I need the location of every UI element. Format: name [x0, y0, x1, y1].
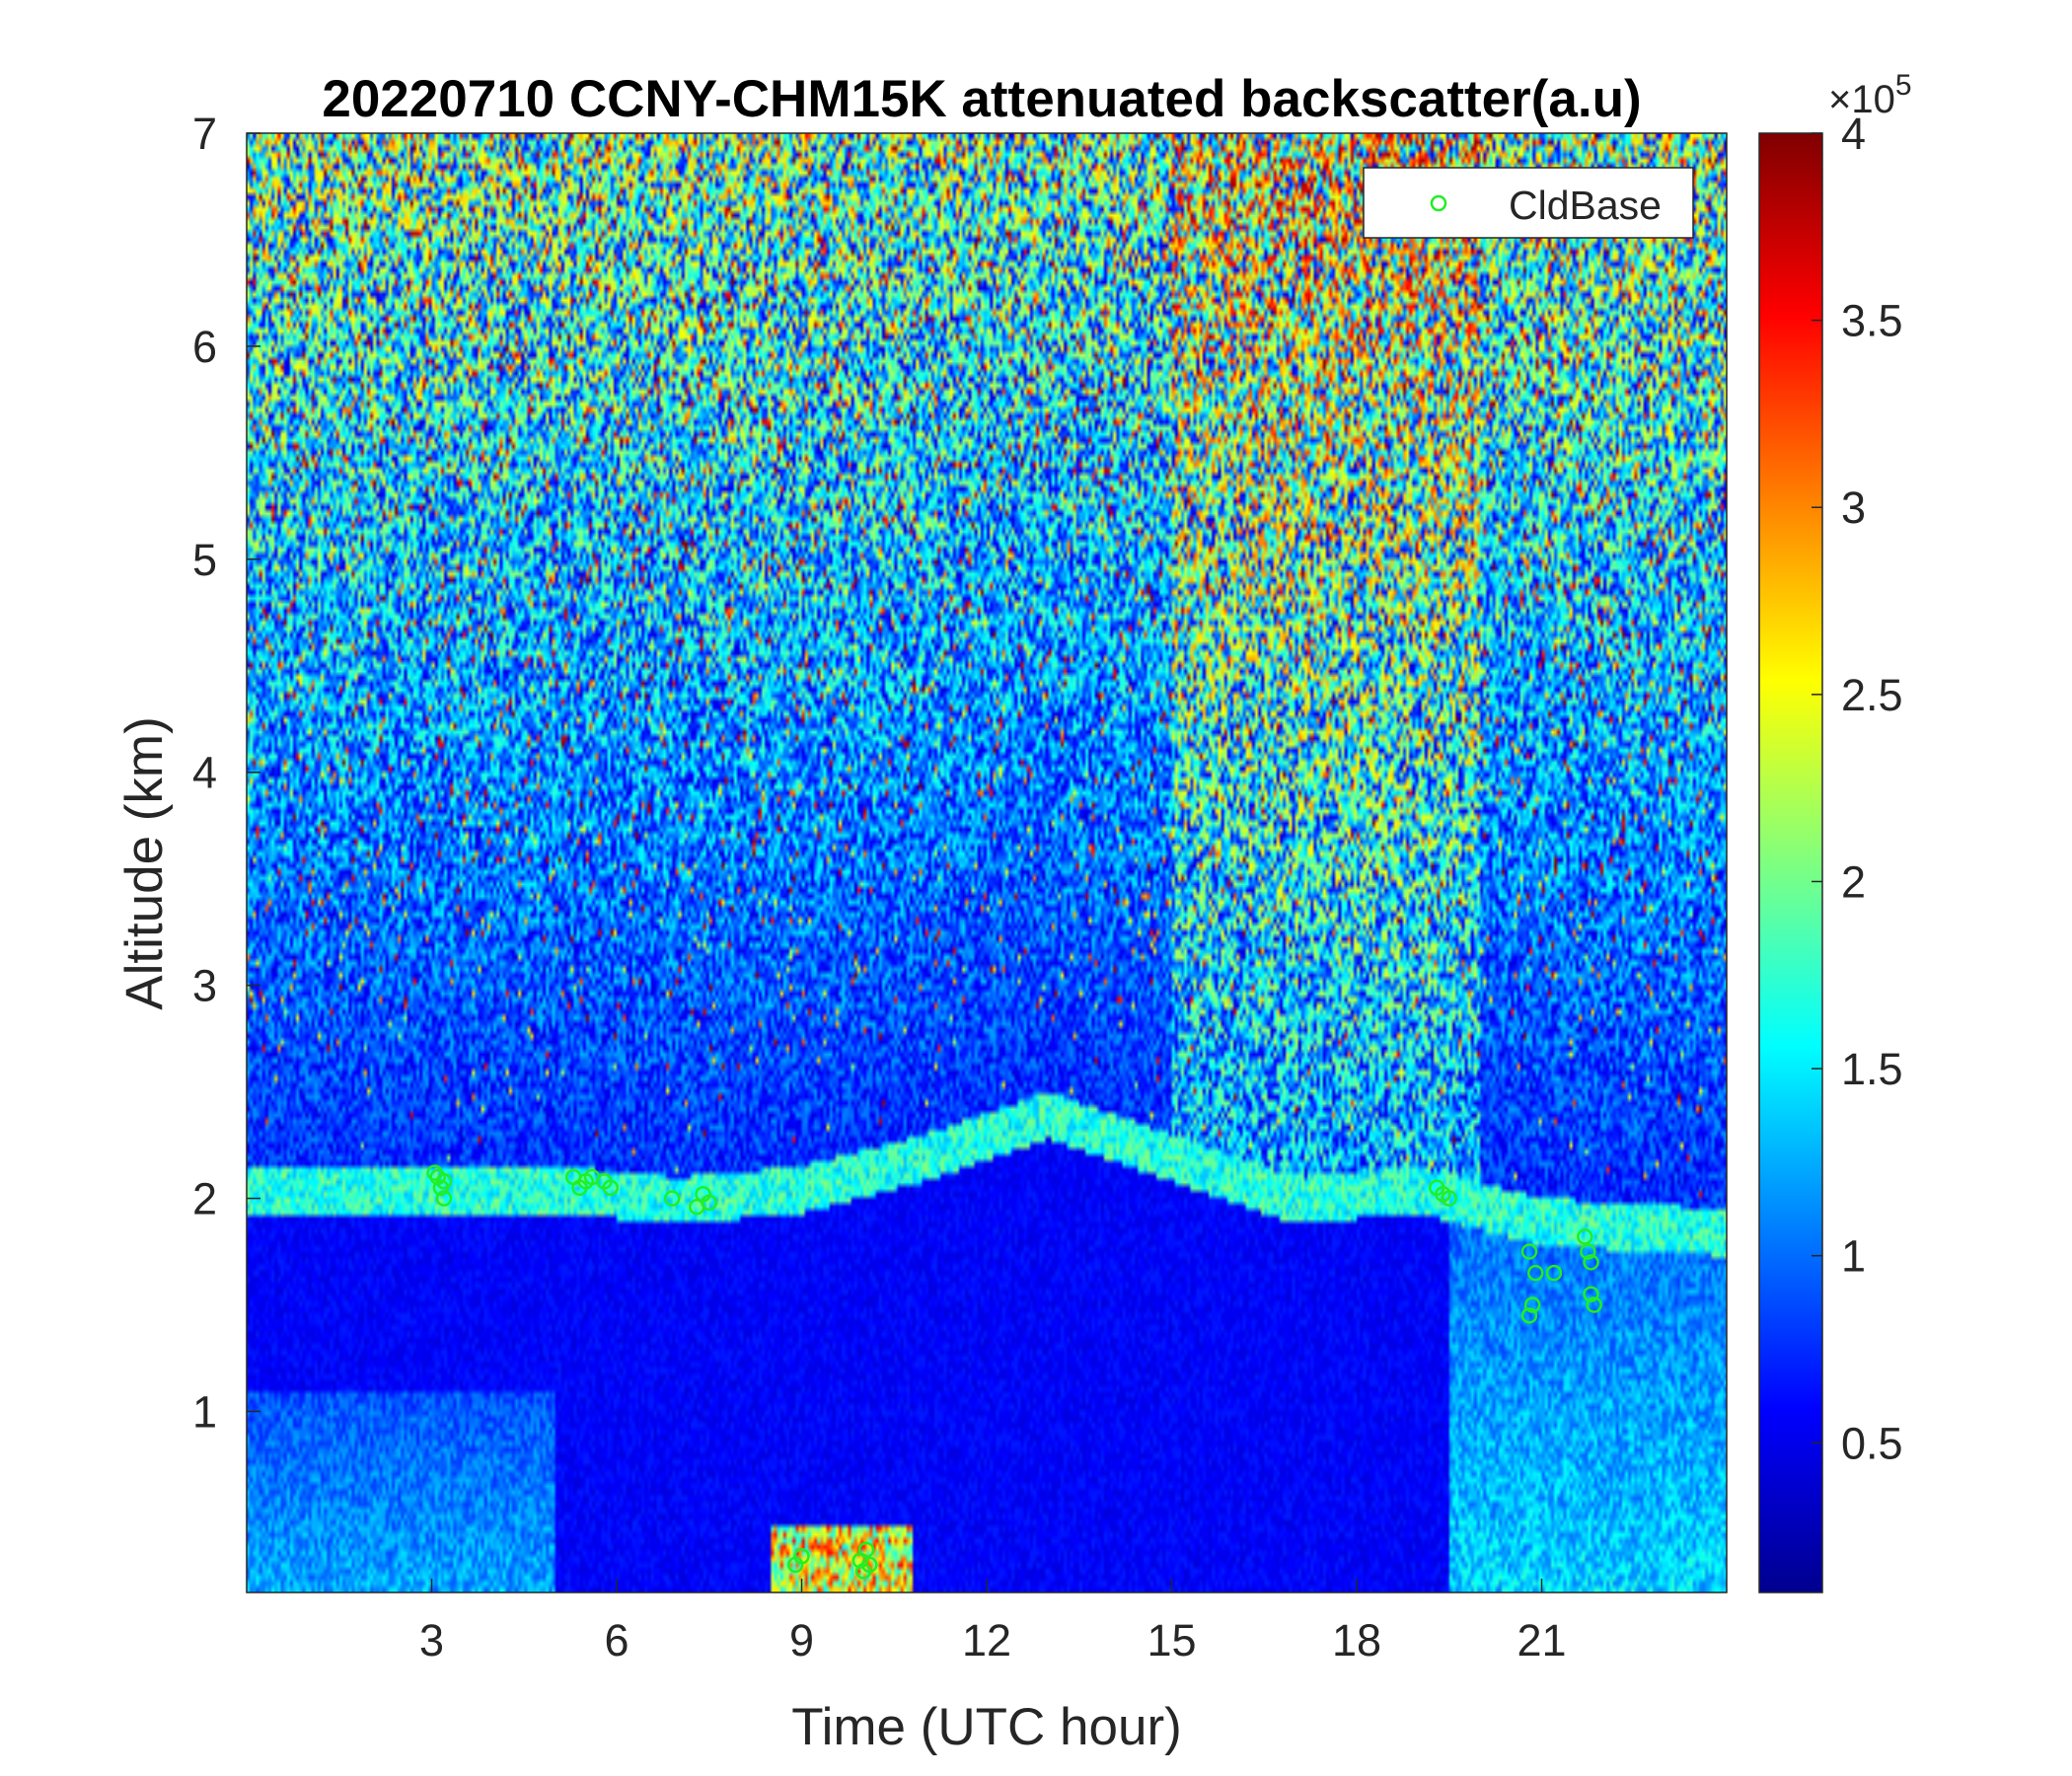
legend-label-cldbase: CldBase — [1509, 183, 1662, 228]
cldbase-series — [426, 1164, 1602, 1580]
cldbase-point — [664, 1190, 681, 1207]
cldbase-point — [854, 1563, 872, 1580]
cldbase-point — [1527, 1264, 1544, 1282]
chart-title: 20220710 CCNY-CHM15K attenuated backscat… — [322, 70, 1641, 128]
legend: CldBase — [1363, 167, 1694, 239]
colorbar-tick-label: 4 — [1841, 109, 1866, 159]
y-tick-label: 3 — [192, 961, 217, 1011]
legend-box — [1363, 167, 1694, 239]
colorbar-tick-label: 2 — [1841, 856, 1866, 907]
y-tick-label: 7 — [192, 109, 217, 159]
y-tick-label: 1 — [192, 1386, 217, 1437]
cldbase-point — [1545, 1264, 1563, 1282]
cldbase-point — [1520, 1307, 1538, 1324]
y-tick-label: 4 — [192, 748, 217, 798]
colorbar-tick-label: 3 — [1841, 482, 1866, 533]
backscatter-heatmap — [247, 133, 1727, 1592]
cldbase-point — [689, 1198, 705, 1216]
y-axis-label: Altitude (km) — [115, 716, 174, 1009]
cldbase-point — [1580, 1243, 1596, 1260]
colorbar-tick-label: 2.5 — [1841, 670, 1903, 720]
cldbase-point — [857, 1541, 875, 1559]
x-axis-label: Time (UTC hour) — [791, 1698, 1182, 1756]
cldbase-point — [1520, 1243, 1538, 1260]
cldbase-point — [426, 1164, 443, 1181]
y-tick-label: 6 — [192, 322, 217, 372]
x-tick-label: 15 — [1147, 1615, 1196, 1665]
cldbase-point — [435, 1173, 453, 1190]
colorbar-tick-label: 0.5 — [1841, 1418, 1903, 1468]
cldbase-point — [1583, 1254, 1599, 1271]
y-axis: 1 2 3 4 5 6 7 — [192, 109, 260, 1437]
y-tick-label: 2 — [192, 1174, 217, 1224]
cldbase-point — [787, 1556, 804, 1574]
cldbase-point — [1441, 1190, 1457, 1207]
colorbar-gradient — [1758, 132, 1823, 1593]
cldbase-point — [1577, 1228, 1593, 1245]
cldbase-point — [1523, 1296, 1541, 1313]
cldbase-point — [1586, 1296, 1602, 1313]
colorbar-tick-label: 1 — [1841, 1231, 1866, 1282]
x-tick-label: 3 — [419, 1615, 444, 1665]
x-tick-label: 9 — [789, 1615, 814, 1665]
legend-marker-cldbase — [1430, 194, 1447, 212]
cldbase-point — [602, 1179, 619, 1197]
colorbar-exponent: ×105 — [1828, 69, 1912, 121]
colorbar-ticks: 0.5 1 1.5 2 2.5 3 3.5 4 — [1812, 109, 1903, 1468]
colorbar-exponent-power: 5 — [1895, 69, 1912, 102]
x-tick-label: 21 — [1517, 1615, 1566, 1665]
colorbar-tick-label: 1.5 — [1841, 1044, 1903, 1094]
y-tick-label: 5 — [192, 535, 217, 585]
cldbase-point — [435, 1190, 453, 1207]
x-tick-label: 18 — [1332, 1615, 1381, 1665]
cldbase-point — [1583, 1286, 1599, 1302]
colorbar: 0.5 1 1.5 2 2.5 3 3.5 4 ×105 — [1758, 69, 1912, 1593]
x-tick-label: 6 — [604, 1615, 629, 1665]
colorbar-tick-label: 3.5 — [1841, 296, 1903, 346]
x-tick-label: 12 — [962, 1615, 1011, 1665]
x-axis: 3 6 9 12 15 18 21 — [419, 1579, 1567, 1665]
colorbar-exponent-prefix: ×10 — [1828, 78, 1895, 121]
heatmap-plot-area — [247, 133, 1727, 1592]
